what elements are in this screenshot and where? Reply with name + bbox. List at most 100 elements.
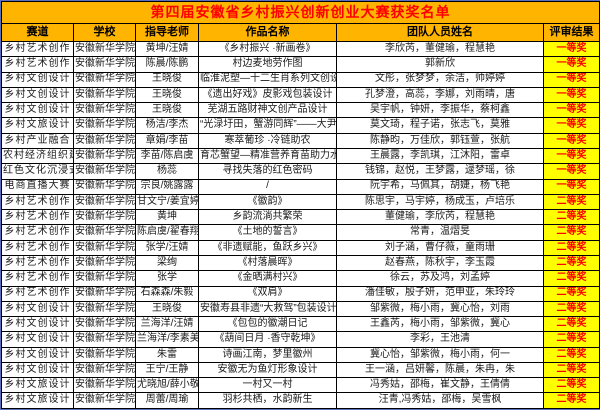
cell-result: 二等奖 <box>543 270 600 287</box>
cell-teacher: 宗良/姚露露 <box>135 178 199 195</box>
cell-team: 董健瑜，李欣芮，程慧艳 <box>336 209 544 226</box>
cell-school: 安徽新华学院 <box>73 193 136 211</box>
cell-team: 王鑫芮，梅小雨，邹紫微，冀心 <box>336 316 544 333</box>
cell-school: 安徽新华学院 <box>73 239 136 256</box>
cell-work: 羽杉共栖，水韵新生 <box>198 392 337 409</box>
cell-track: 农村经济组织建 <box>1 147 74 165</box>
cell-school: 安徽新华学院 <box>73 147 136 165</box>
table-row: 乡村艺术创作 安徽新华学院 陈启虞/翟春翔 《土地的誓言》 常青，温熠旻 二等奖 <box>1 224 600 241</box>
cell-teacher: 王晓俊 <box>135 86 199 104</box>
cell-result: 一等奖 <box>543 40 600 58</box>
cell-teacher: 王晓俊 <box>135 102 199 119</box>
cell-school: 安徽新华学院 <box>73 392 136 409</box>
cell-teacher: 王晓俊 <box>135 300 199 318</box>
column-header-result: 评审结果 <box>543 23 600 42</box>
cell-result: 二等奖 <box>543 209 600 226</box>
cell-team: 王一涵，吕妍馨，陈晨，朱冉，朱 <box>336 361 544 379</box>
cell-result: 一等奖 <box>543 102 600 119</box>
table-row: 乡村文创设计 安徽新华学院 王晓俊 《遗出好戏》皮影戏包装设计 孔梦澄，高蕊，李娜，刘雨… <box>1 86 600 104</box>
cell-team: 赵春燕，陈秋宇，李玉霞 <box>336 254 544 272</box>
cell-school: 安徽新华学院 <box>73 316 136 333</box>
cell-team: 孔梦澄，高蕊，李娜，刘雨晴，唐 <box>336 86 544 104</box>
cell-team: 吴宇帆，钟妍，李振华，蔡柯鑫 <box>336 102 544 119</box>
cell-team: 常青，温熠旻 <box>336 224 544 241</box>
cell-team: 钱锦，赵悦，王梦露，逯梦瑶，徐 <box>336 163 544 180</box>
cell-school: 安徽新华学院 <box>73 285 136 302</box>
table-row: 乡村文创设计 安徽新华学院 朱雷 诗画江南，梦里徽州 冀心怡，邹紫微，梅小雨，何一 二等奖 <box>1 346 600 363</box>
cell-track: 乡村艺术创作 <box>1 209 74 226</box>
cell-school: 安徽新华学院 <box>73 56 136 73</box>
cell-work: 《乡村振兴 ·新画卷》 <box>198 40 337 58</box>
cell-result: 二等奖 <box>543 300 600 318</box>
cell-school: 安徽新华学院 <box>73 346 136 363</box>
cell-team: 冀心怡，邹紫微，梅小雨，何一 <box>336 346 544 363</box>
cell-track: 乡村文创设计 <box>1 361 74 379</box>
cell-track: 乡村艺术创作 <box>1 224 74 241</box>
cell-result: 二等奖 <box>543 224 600 241</box>
cell-result: 二等奖 <box>543 346 600 363</box>
cell-track: 乡村艺术创作 <box>1 40 74 58</box>
cell-work: 育芯蟹望—精准营养育苗助力水产 <box>198 147 337 165</box>
cell-work: 《金晒满村兴》 <box>198 270 337 287</box>
cell-result: 一等奖 <box>543 71 600 88</box>
cell-school: 安徽新华学院 <box>73 331 136 348</box>
cell-work: 芜湖五路财神文创产品设计 <box>198 102 337 119</box>
table-row: 乡村文创设计 安徽新华学院 王晓俊 芜湖五路财神文创产品设计 吴宇帆，钟妍，李振华，蔡柯… <box>1 102 600 119</box>
cell-team: 李彩，王池清 <box>336 331 544 348</box>
cell-track: 乡村艺术创作 <box>1 193 74 211</box>
cell-result: 二等奖 <box>543 331 600 348</box>
cell-school: 安徽新华学院 <box>73 224 136 241</box>
cell-team: 李欣芮，董健瑜，程慧艳 <box>336 40 544 58</box>
cell-school: 安徽新华学院 <box>73 163 136 180</box>
cell-track: 乡村产业融合 <box>1 132 74 149</box>
table-row: 红色文化沉浸式 安徽新华学院 杨蕊 寻找失落的红色密码 钱锦，赵悦，王梦露，逯梦瑶，徐一… <box>1 163 600 180</box>
cell-track: 乡村艺术创作 <box>1 56 74 73</box>
cell-track: 乡村文创设计 <box>1 316 74 333</box>
cell-team: 文彤，张梦梦，余洁，帅婷婷 <box>336 71 544 88</box>
cell-track: 乡村文旅设计 <box>1 117 74 134</box>
cell-team: 莫文琦，程子诺，张志飞，莫雅 <box>336 117 544 134</box>
table-row: 乡村艺术创作 安徽新华学院 甘文宁/姜宜婷 《徽韵》 陈思宇，马宇婷，杨成玉，卢培乐 二等… <box>1 193 600 211</box>
header-row: 赛道 学校 指导老师 作品名称 团队人员姓名 评审结果 <box>1 23 600 42</box>
cell-teacher: 王晓俊 <box>135 71 199 88</box>
cell-work: 《双肩》 <box>198 285 337 302</box>
column-header-school: 学校 <box>73 23 136 42</box>
cell-teacher: 张学 <box>135 270 199 287</box>
cell-teacher: 章娟/李苗 <box>135 132 199 149</box>
title-row: 第四届安徽省乡村振兴创新创业大赛获奖名单 <box>1 1 600 24</box>
cell-track: 乡村文旅设计 <box>1 392 74 409</box>
table-row: 乡村艺术创作 安徽新华学院 张学 《金晒满村兴》 徐云，苏及鸿，刘孟婷 二等奖 <box>1 270 600 287</box>
cell-track: 乡村文创设计 <box>1 86 74 104</box>
cell-work: 诗画江南，梦里徽州 <box>198 346 337 363</box>
cell-result: 一等奖 <box>543 163 600 180</box>
cell-track: 乡村文创设计 <box>1 300 74 318</box>
cell-school: 安徽新华学院 <box>73 254 136 272</box>
cell-result: 二等奖 <box>543 254 600 272</box>
cell-team: 徐云，苏及鸿，刘孟婷 <box>336 270 544 287</box>
cell-work: 《村落晨晖》 <box>198 254 337 272</box>
cell-school: 安徽新华学院 <box>73 377 136 394</box>
cell-result: 二等奖 <box>543 193 600 211</box>
page-title: 第四届安徽省乡村振兴创新创业大赛获奖名单 <box>1 1 600 24</box>
cell-school: 安徽新华学院 <box>73 178 136 195</box>
cell-result: 一等奖 <box>543 178 600 195</box>
table-row: 乡村文创设计 安徽新华学院 王晓俊 安徽寿县非遗“大救驾”包装设计 邹紫微，梅小雨，冀心… <box>1 300 600 318</box>
cell-result: 一等奖 <box>543 147 600 165</box>
cell-teacher: 甘文宁/姜宜婷 <box>135 193 199 211</box>
cell-school: 安徽新华学院 <box>73 209 136 226</box>
cell-work: 《包包的徽潮日记 <box>198 316 337 333</box>
cell-team: 刘子涵，曹仔薇，童雨珊 <box>336 239 544 256</box>
cell-teacher: 尤晓旭/薛小敬 <box>135 377 199 394</box>
cell-result: 一等奖 <box>543 132 600 149</box>
cell-result: 二等奖 <box>543 285 600 302</box>
cell-work: 乡韵流淌共繁荣 <box>198 209 337 226</box>
cell-teacher: 周蕾/周瑜 <box>135 392 199 409</box>
cell-track: 电商直播大赛 <box>1 178 74 195</box>
cell-team: 邹紫微，梅小雨，冀心怡，刘雨 <box>336 300 544 318</box>
cell-track: 乡村艺术创作 <box>1 285 74 302</box>
cell-team: 阮宇希，马佩其，胡婕，杨飞艳 <box>336 178 544 195</box>
table-row: 乡村艺术创作 安徽新华学院 陈晨/陈鹏 村边麦地劳作图 郭新欣 一等奖 <box>1 56 600 73</box>
cell-school: 安徽新华学院 <box>73 86 136 104</box>
